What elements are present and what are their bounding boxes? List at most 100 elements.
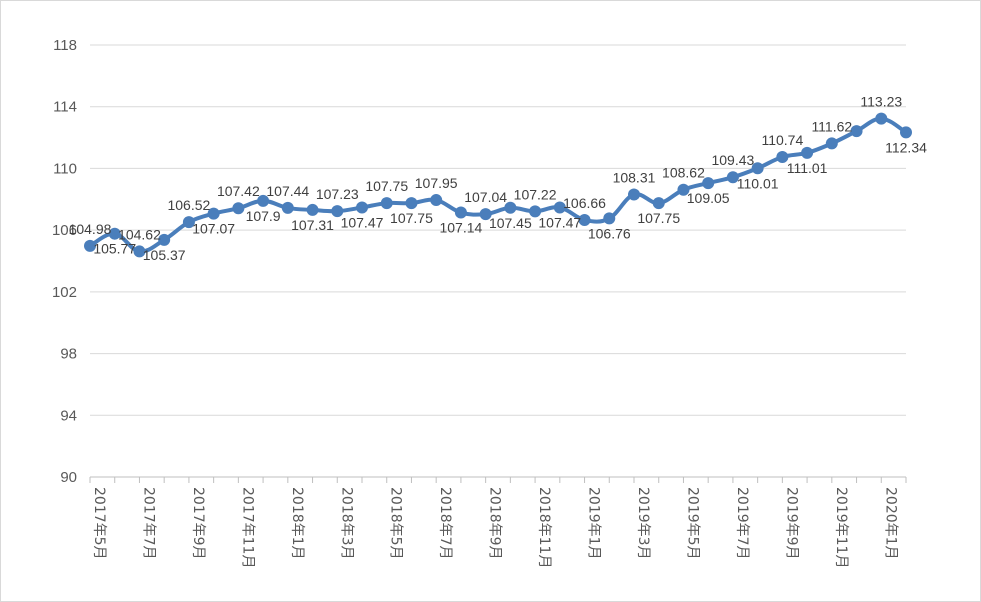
x-tick-label: 2019年7月 — [734, 487, 750, 560]
data-label: 110.01 — [737, 175, 779, 191]
y-tick-label: 98 — [60, 346, 77, 363]
y-tick-label: 90 — [60, 469, 77, 486]
data-label: 107.95 — [415, 175, 458, 191]
data-point — [306, 203, 319, 216]
data-label: 107.23 — [316, 186, 359, 202]
data-label: 109.05 — [687, 190, 730, 206]
x-tick-label: 2019年11月 — [833, 487, 849, 568]
data-point — [529, 205, 542, 218]
data-label: 108.62 — [662, 165, 705, 181]
y-tick-label: 114 — [53, 99, 77, 116]
data-point — [380, 197, 393, 210]
data-point — [553, 201, 566, 214]
data-label: 113.23 — [860, 94, 902, 110]
data-point — [825, 137, 838, 150]
data-point — [479, 208, 492, 221]
x-tick-label: 2018年7月 — [437, 487, 453, 560]
data-point — [801, 146, 814, 159]
data-label: 110.74 — [761, 132, 803, 148]
data-label: 106.66 — [563, 195, 606, 211]
data-label: 106.52 — [167, 197, 210, 213]
data-point — [356, 201, 368, 214]
data-point — [405, 197, 418, 210]
data-label: 107.44 — [266, 183, 309, 199]
data-label: 107.04 — [464, 189, 507, 205]
data-label: 107.9 — [246, 208, 281, 224]
data-point — [430, 194, 443, 207]
data-label: 107.22 — [514, 186, 557, 202]
y-axis-ticks: 90 94 98 102 106 110 114 118 — [52, 37, 77, 486]
data-label: 107.14 — [439, 220, 482, 236]
data-point — [751, 162, 764, 175]
data-point — [158, 233, 171, 246]
data-label: 106.76 — [588, 225, 631, 241]
data-point — [702, 177, 715, 190]
y-tick-label: 102 — [52, 284, 77, 301]
x-tick-label: 2019年3月 — [635, 487, 651, 560]
data-point — [454, 206, 467, 219]
data-label: 105.77 — [93, 241, 136, 257]
data-label: 104.62 — [118, 226, 161, 242]
x-tick-label: 2020年1月 — [882, 487, 898, 560]
data-point — [331, 205, 344, 218]
data-label: 112.34 — [885, 139, 927, 155]
x-tick-label: 2018年1月 — [289, 487, 305, 560]
data-point — [726, 171, 739, 184]
series-line — [88, 116, 908, 254]
x-tick-label: 2017年11月 — [239, 487, 255, 568]
y-tick-label: 106 — [52, 222, 77, 239]
data-label: 107.42 — [217, 183, 260, 199]
x-tick-label: 2019年1月 — [586, 487, 602, 560]
data-label: 108.31 — [613, 170, 656, 186]
data-label: 107.31 — [291, 217, 334, 233]
data-point — [603, 212, 616, 225]
y-tick-label: 94 — [60, 407, 77, 424]
data-label: 107.75 — [365, 178, 408, 194]
data-point — [133, 245, 146, 258]
data-point — [257, 194, 270, 207]
data-point — [84, 239, 96, 252]
data-point — [281, 201, 294, 214]
data-label: 107.45 — [489, 215, 532, 231]
x-tick-label: 2017年5月 — [91, 487, 107, 560]
x-tick-label: 2018年3月 — [338, 487, 354, 560]
data-point — [578, 213, 591, 226]
x-tick-label: 2018年5月 — [388, 487, 404, 560]
gridlines — [90, 44, 906, 478]
x-tick-label: 2017年9月 — [190, 487, 206, 560]
data-point — [504, 201, 517, 214]
data-point — [182, 216, 195, 229]
data-point — [900, 126, 912, 139]
data-point — [207, 207, 220, 220]
x-tick-label: 2018年9月 — [487, 487, 503, 560]
data-point — [108, 227, 121, 240]
data-point — [628, 188, 640, 201]
data-label: 107.75 — [390, 210, 433, 226]
y-tick-label: 118 — [53, 37, 77, 54]
data-label: 107.75 — [637, 210, 680, 226]
data-label: 107.47 — [341, 214, 384, 230]
x-tick-label: 2018年11月 — [536, 487, 552, 568]
x-tick-label: 2019年9月 — [783, 487, 799, 560]
series-path — [88, 116, 908, 254]
data-label: 105.37 — [143, 247, 186, 263]
data-point — [232, 202, 245, 215]
x-axis: 2017年5月 2017年7月 2017年9月 2017年11月 2018年1月 2018… — [89, 477, 907, 568]
data-point — [875, 112, 888, 125]
data-label: 111.01 — [787, 160, 828, 176]
data-point — [776, 151, 789, 164]
data-point — [652, 197, 665, 210]
data-point — [677, 183, 690, 196]
x-tick-label: 2017年7月 — [140, 487, 156, 560]
x-tick-label: 2019年5月 — [684, 487, 700, 560]
data-points — [84, 112, 912, 258]
data-label: 104.98 — [69, 221, 112, 237]
data-label: 111.62 — [811, 118, 852, 134]
data-label: 107.47 — [538, 214, 581, 230]
data-label: 107.07 — [192, 221, 235, 237]
data-label: 109.43 — [711, 152, 754, 168]
y-tick-label: 110 — [53, 160, 77, 177]
